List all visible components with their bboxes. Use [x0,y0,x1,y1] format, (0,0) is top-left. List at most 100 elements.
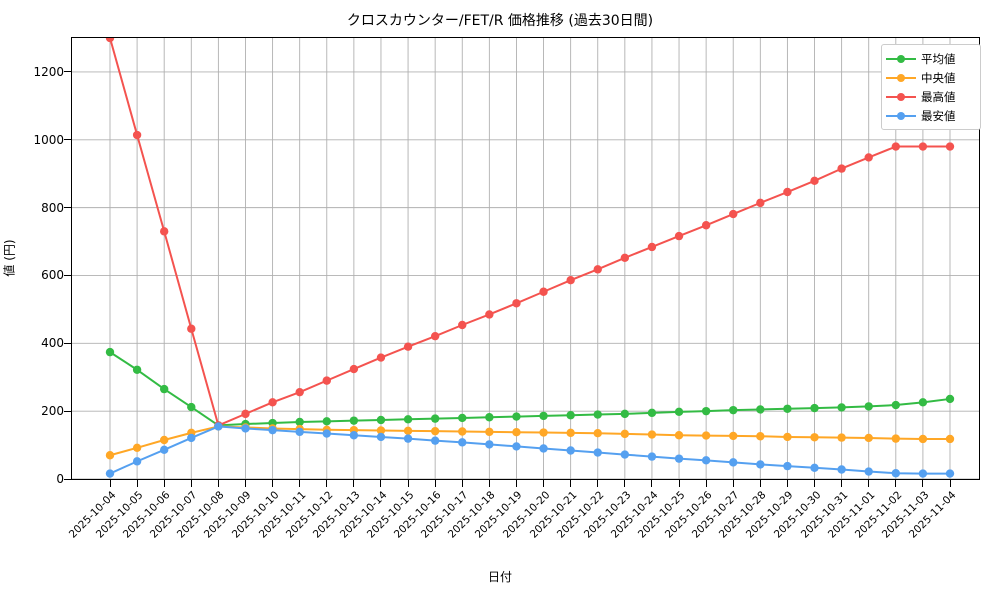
data-point [566,276,575,285]
data-point [539,444,548,453]
data-point [647,430,657,439]
data-point [322,417,331,426]
data-point [810,433,819,442]
chart-title: クロスカウンター/FET/R 価格推移 (過去30日間) [346,13,654,29]
data-point [539,287,548,296]
data-point [783,461,792,471]
data-point [701,221,711,230]
data-point [701,406,711,416]
data-point [620,450,630,459]
x-tick-mark [895,480,897,487]
x-tick-mark [597,480,599,487]
series-1 [105,347,955,430]
x-tick-mark [949,480,951,487]
x-tick-mark [272,480,274,487]
y-tick-mark [64,274,71,276]
data-point [430,426,440,436]
data-point [945,469,955,478]
data-point [105,451,115,460]
data-point [322,429,331,438]
data-point [295,427,304,437]
x-tick-mark [515,480,517,487]
x-tick-mark [543,480,545,487]
data-point [105,469,115,478]
data-point [403,426,413,436]
x-tick-mark [732,480,734,487]
x-tick-mark [136,480,138,487]
data-point [403,415,413,424]
data-point [295,387,304,397]
data-point [945,394,955,404]
y-tick-label: 1000 [33,132,64,147]
x-tick-mark [759,480,761,487]
data-point [810,403,819,413]
data-point [647,242,657,252]
data-point [295,417,304,427]
data-point [891,142,901,151]
data-point [159,227,169,236]
x-axis-label: 日付 [487,570,512,584]
series-line [109,351,951,427]
data-point [485,310,494,319]
y-tick-mark [64,342,71,344]
data-point [458,413,467,423]
legend-marker-icon [886,53,916,65]
x-tick-mark [922,480,924,487]
series-line [109,425,951,457]
legend-item[interactable]: 最高値 [886,87,975,106]
x-tick-mark [407,480,409,487]
x-tick-mark [651,480,653,487]
data-point [837,164,846,173]
data-point [810,176,819,186]
x-tick-mark [109,480,111,487]
data-point [159,384,169,394]
data-point [105,347,115,357]
data-point [376,415,386,425]
data-point [620,429,630,439]
series-3 [105,38,955,430]
data-point [376,432,386,442]
x-tick-mark [841,480,843,487]
data-point [566,411,575,420]
data-point [810,463,819,473]
y-tick-mark [64,71,71,73]
y-tick-mark [64,410,71,412]
data-point [674,231,684,241]
data-point [132,457,142,466]
data-point [674,431,684,440]
data-point [864,467,873,476]
x-tick-mark [217,480,219,487]
data-point [756,198,765,208]
plot-svg [72,38,979,479]
x-tick-mark [678,480,680,487]
y-tick-label: 600 [41,268,64,283]
data-point [647,452,657,461]
chart-legend: 平均値 中央値 最高値 最安値 [881,44,981,130]
data-point [376,353,386,362]
legend-item[interactable]: 最安値 [886,106,975,125]
legend-item[interactable]: 中央値 [886,68,975,87]
data-point [864,402,873,411]
data-point [430,436,440,445]
y-tick-mark [64,478,71,480]
data-point [539,428,548,437]
data-point [674,454,684,463]
data-point [729,405,738,415]
data-point [512,299,521,308]
data-point [783,432,792,442]
data-point [864,433,873,443]
data-point [566,446,575,455]
x-tick-mark [380,480,382,487]
legend-marker-icon [886,110,916,122]
data-point [945,142,955,151]
x-tick-mark [434,480,436,487]
data-point [729,209,738,219]
data-point [729,431,738,441]
data-point [187,402,196,412]
data-point [620,409,630,419]
data-point [918,469,928,478]
data-point [512,427,521,437]
legend-item[interactable]: 平均値 [886,49,975,68]
